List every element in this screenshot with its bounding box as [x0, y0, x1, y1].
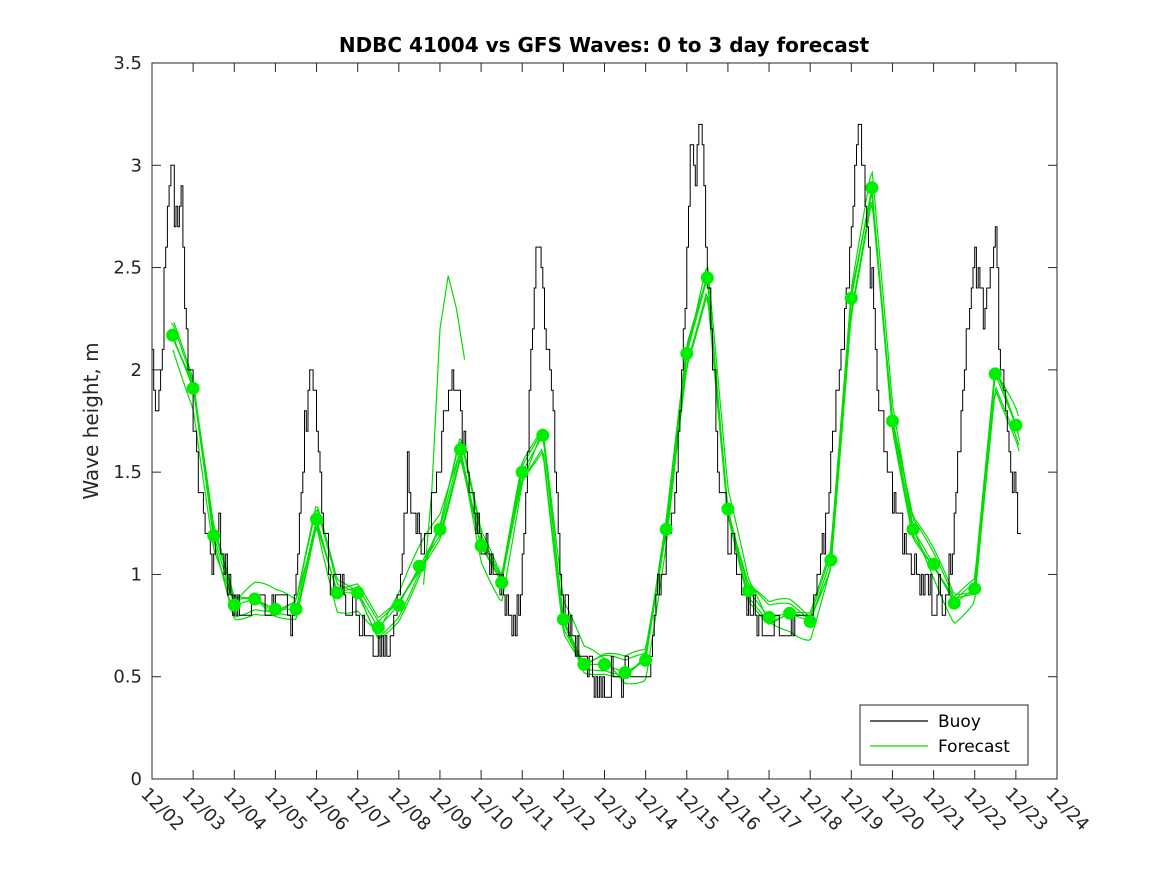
- forecast-marker: [618, 666, 632, 680]
- forecast-marker: [680, 347, 694, 360]
- forecast-marker: [227, 598, 241, 612]
- y-tick-label: 1: [131, 564, 142, 585]
- forecast-marker: [371, 621, 385, 635]
- forecast-marker: [495, 576, 509, 590]
- forecast-marker: [968, 582, 982, 596]
- forecast-marker: [762, 610, 776, 624]
- chart-title: NDBC 41004 vs GFS Waves: 0 to 3 day fore…: [339, 33, 870, 57]
- forecast-marker: [412, 559, 426, 573]
- forecast-marker: [1009, 418, 1023, 432]
- forecast-markers-group: [166, 181, 1023, 680]
- forecast-series-group: [170, 170, 1021, 685]
- forecast-marker: [700, 271, 714, 285]
- forecast-marker: [536, 428, 550, 442]
- forecast-marker: [886, 414, 899, 428]
- legend-label-buoy: Buoy: [938, 712, 981, 732]
- y-tick-label: 3: [131, 155, 142, 176]
- forecast-marker: [577, 657, 591, 671]
- buoy-line: [152, 123, 1021, 698]
- forecast-marker: [351, 586, 365, 600]
- forecast-marker: [454, 443, 467, 457]
- y-tick-label: 1.5: [113, 462, 142, 483]
- forecast-marker: [927, 557, 941, 571]
- forecast-line-6: [174, 188, 1019, 677]
- forecast-marker: [659, 522, 673, 536]
- forecast-marker: [721, 502, 735, 516]
- forecast-marker: [783, 606, 797, 620]
- forecast-marker: [268, 602, 282, 616]
- forecast-marker: [947, 596, 961, 610]
- forecast-marker: [310, 512, 323, 526]
- forecast-marker: [474, 539, 488, 553]
- y-tick-label: 2: [131, 360, 142, 381]
- forecast-marker: [186, 381, 200, 395]
- forecast-marker: [742, 584, 755, 598]
- forecast-marker: [988, 367, 1002, 381]
- forecast-marker: [844, 291, 858, 305]
- forecast-marker: [824, 553, 838, 567]
- legend-box: [859, 704, 1029, 766]
- forecast-marker: [330, 586, 344, 600]
- forecast-marker: [207, 529, 221, 543]
- forecast-marker: [598, 657, 611, 671]
- legend-label-forecast: Forecast: [938, 737, 1010, 757]
- plot-area: [152, 63, 1057, 779]
- plot-background: [152, 63, 1057, 779]
- forecast-marker: [865, 181, 879, 195]
- forecast-marker: [556, 612, 570, 626]
- forecast-marker: [289, 602, 303, 616]
- forecast-marker: [166, 328, 180, 342]
- y-tick-label: 2.5: [113, 258, 142, 279]
- y-tick-label: 0.5: [113, 667, 142, 688]
- forecast-marker: [248, 592, 262, 606]
- legend: Buoy Forecast: [859, 704, 1029, 766]
- forecast-marker: [392, 598, 406, 612]
- forecast-marker: [803, 615, 817, 628]
- y-tick-label: 0: [131, 769, 142, 790]
- forecast-marker: [515, 465, 529, 479]
- forecast-marker: [906, 522, 920, 536]
- forecast-line-outlier: [422, 275, 466, 585]
- forecast-marker: [639, 653, 653, 667]
- buoy-series-group: [152, 123, 1021, 698]
- y-tick-label: 3.5: [113, 53, 142, 74]
- y-axis-label: Wave height, m: [79, 342, 103, 499]
- forecast-marker: [433, 522, 447, 536]
